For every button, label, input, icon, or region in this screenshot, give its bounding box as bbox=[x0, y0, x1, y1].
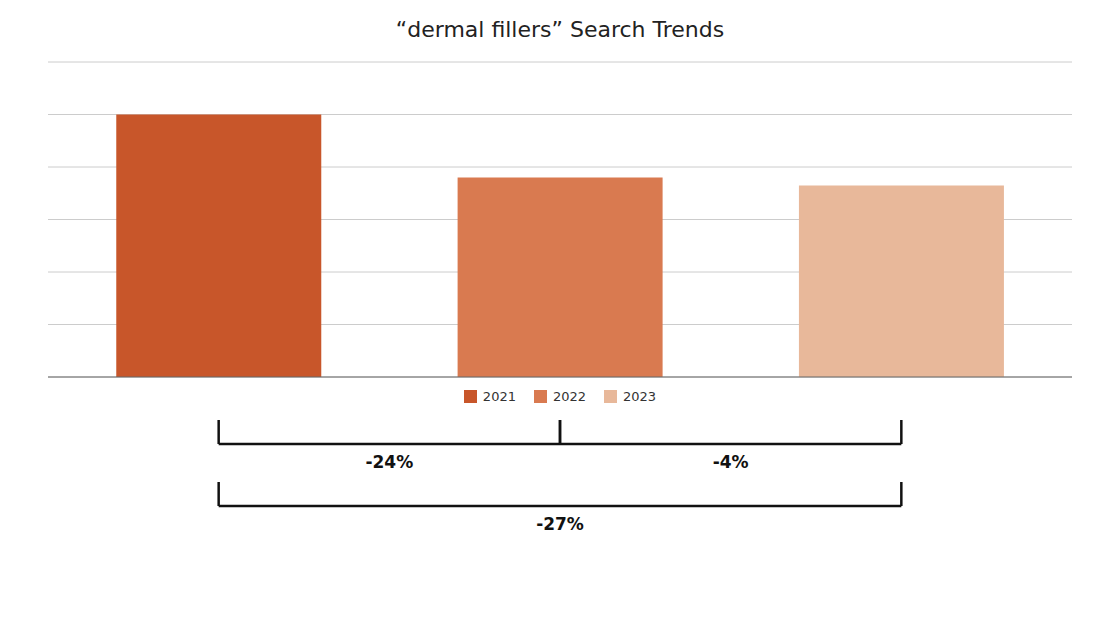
html-text:2022: 2022 bbox=[553, 388, 586, 404]
html-text:“dermal fillers” Search Trends: “dermal fillers” Search Trends bbox=[395, 17, 725, 42]
svg-text:-24%: -24% bbox=[365, 452, 413, 472]
html-text:2023: 2023 bbox=[623, 388, 657, 404]
svg-text:-27%: -27% bbox=[536, 514, 584, 534]
html-text:2021: 2021 bbox=[482, 388, 516, 404]
svg-text:-4%: -4% bbox=[713, 452, 749, 472]
